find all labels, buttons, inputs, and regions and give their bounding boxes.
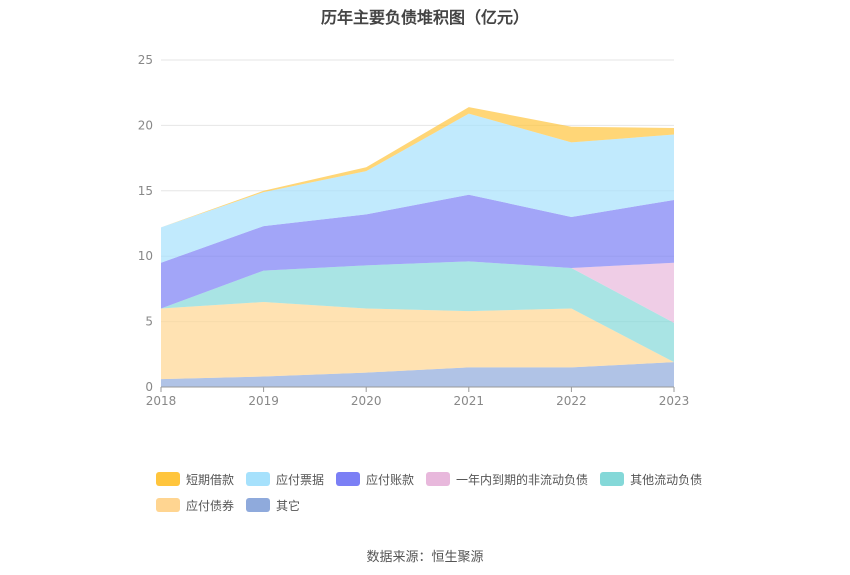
legend-label: 应付票据 bbox=[276, 472, 325, 487]
area-series-1 bbox=[161, 301, 674, 380]
legend-swatch bbox=[336, 472, 361, 486]
chart-title: 历年主要负债堆积图（亿元） bbox=[320, 8, 529, 27]
y-tick-label: 0 bbox=[145, 380, 153, 394]
x-tick-label: 2018 bbox=[146, 394, 177, 408]
x-tick-label: 2022 bbox=[556, 394, 587, 408]
legend-swatch bbox=[156, 498, 180, 512]
y-axis: 0 5 10 15 20 25 bbox=[138, 53, 153, 394]
area-series-2 bbox=[161, 261, 674, 363]
legend-label: 短期借款 bbox=[186, 472, 235, 487]
x-tick-label: 2021 bbox=[454, 394, 485, 408]
legend-label: 应付账款 bbox=[366, 472, 415, 487]
y-tick-label: 20 bbox=[138, 118, 153, 132]
y-tick-label: 25 bbox=[138, 53, 153, 67]
legend-label: 其他流动负债 bbox=[630, 472, 703, 487]
x-tick-label: 2023 bbox=[659, 394, 690, 408]
x-tick-label: 2020 bbox=[351, 394, 382, 408]
legend-item[interactable]: 短期借款 bbox=[156, 470, 234, 488]
stacked-area-chart: 2018 2019 2020 2021 2022 2023 0 5 10 15 20 25 bbox=[138, 53, 690, 408]
x-tick-label: 2019 bbox=[248, 394, 279, 408]
legend-label: 一年内到期的非流动负债 bbox=[456, 472, 589, 487]
y-tick-label: 5 bbox=[145, 315, 153, 329]
legend-item[interactable]: 应付账款 bbox=[336, 470, 414, 488]
chart-legend: 短期借款 应付票据 应付账款 一年内到期的非流动负债 其他流动负债应付债券 其它 bbox=[156, 470, 736, 522]
area-series-3 bbox=[161, 261, 674, 323]
legend-item[interactable]: 应付债券 bbox=[156, 496, 234, 514]
area-series bbox=[161, 107, 674, 387]
area-series-4 bbox=[161, 194, 674, 309]
legend-item[interactable]: 一年内到期的非流动负债 bbox=[426, 470, 588, 488]
area-series-0 bbox=[161, 362, 674, 387]
legend-swatch bbox=[426, 472, 451, 486]
legend-item[interactable]: 应付票据 bbox=[246, 470, 324, 488]
legend-swatch bbox=[156, 472, 180, 486]
area-series-5 bbox=[161, 113, 674, 263]
legend-label: 其它 bbox=[276, 498, 301, 513]
legend-swatch bbox=[246, 472, 271, 486]
legend-item[interactable]: 其他流动负债 bbox=[600, 470, 702, 488]
x-axis: 2018 2019 2020 2021 2022 2023 bbox=[146, 386, 690, 408]
y-tick-label: 15 bbox=[138, 184, 153, 198]
legend-swatch bbox=[246, 498, 271, 512]
data-source: 数据来源：恒生聚源 bbox=[366, 550, 484, 565]
legend-item[interactable]: 其它 bbox=[246, 496, 300, 514]
y-tick-label: 10 bbox=[138, 249, 153, 263]
legend-label: 应付债券 bbox=[186, 498, 235, 513]
legend-swatch bbox=[600, 472, 625, 486]
